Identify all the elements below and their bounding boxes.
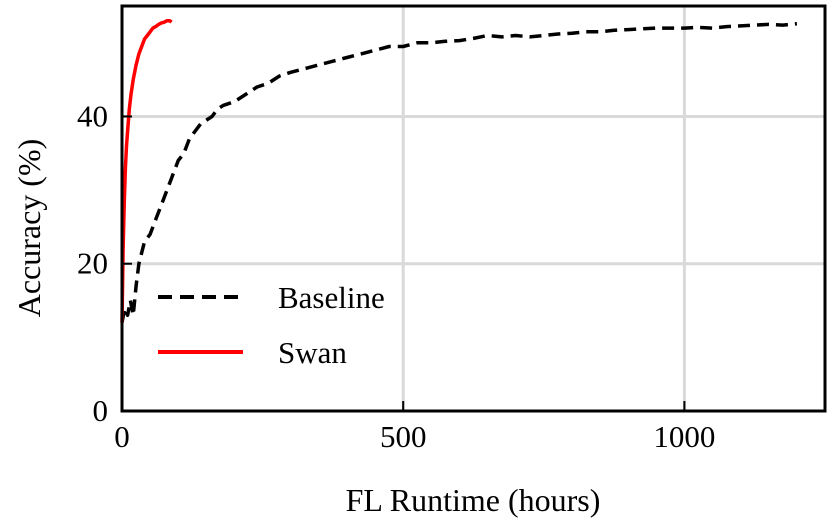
y-tick-label: 20 — [77, 246, 108, 281]
y-tick-label: 40 — [77, 98, 108, 133]
series-line-baseline — [120, 21, 798, 323]
y-axis-label: Accuracy (%) — [11, 139, 47, 318]
plot-area — [120, 18, 798, 323]
legend-label-swan: Swan — [278, 335, 347, 370]
axis-ticks: 0 500 1000 0 20 40 — [77, 98, 715, 454]
x-tick-label: 1000 — [653, 419, 715, 454]
plot-frame — [120, 4, 827, 413]
grid-lines — [122, 6, 825, 411]
x-tick-label: 0 — [114, 419, 130, 454]
series-line-swan — [120, 18, 173, 323]
x-axis-label: FL Runtime (hours) — [346, 482, 601, 518]
legend: Baseline Swan — [158, 280, 385, 370]
x-tick-label: 500 — [380, 419, 427, 454]
legend-label-baseline: Baseline — [278, 280, 385, 315]
y-tick-label: 0 — [93, 393, 109, 428]
